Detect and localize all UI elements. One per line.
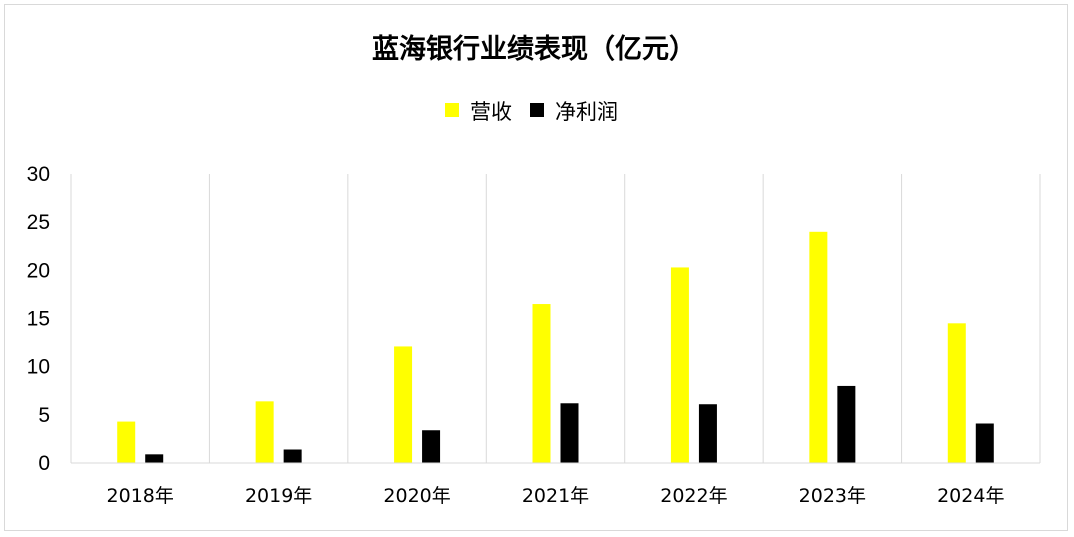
bar-net-profit <box>698 404 717 463</box>
bar-revenue <box>255 401 274 463</box>
x-tick-label: 2022年 <box>660 485 727 507</box>
bar-net-profit <box>560 403 579 463</box>
y-tick-label: 15 <box>27 308 50 331</box>
bar-revenue <box>670 267 689 463</box>
bar-net-profit <box>145 454 164 463</box>
gridlines <box>70 174 1041 463</box>
bars <box>117 231 994 463</box>
legend: 营收 净利润 <box>445 100 618 124</box>
bar-revenue <box>532 304 551 463</box>
bar-net-profit <box>283 449 302 463</box>
y-tick-label: 5 <box>38 404 50 427</box>
y-tick-label: 30 <box>27 163 50 186</box>
x-tick-label: 2021年 <box>522 485 589 507</box>
y-axis: 0 5 10 15 20 25 30 <box>27 163 50 475</box>
chart-title: 蓝海银行业绩表现（亿元） <box>372 33 696 65</box>
legend-swatch-net-profit <box>530 103 544 117</box>
x-tick-label: 2018年 <box>107 485 174 507</box>
legend-label-net-profit: 净利润 <box>555 100 618 124</box>
y-tick-label: 0 <box>38 452 50 475</box>
bar-net-profit <box>422 430 441 463</box>
bar-net-profit <box>975 423 994 463</box>
bar-revenue <box>394 346 413 463</box>
x-axis: 2018年 2019年 2020年 2021年 2022年 2023年 2024年 <box>71 462 1040 507</box>
bar-revenue <box>947 323 966 463</box>
bar-revenue <box>809 231 828 463</box>
y-tick-label: 25 <box>27 211 50 234</box>
x-tick-label: 2024年 <box>937 485 1004 507</box>
legend-swatch-revenue <box>445 103 459 117</box>
y-tick-label: 20 <box>27 259 50 282</box>
x-tick-label: 2023年 <box>799 485 866 507</box>
bar-revenue <box>117 421 136 463</box>
legend-label-revenue: 营收 <box>470 100 512 124</box>
y-tick-label: 10 <box>27 356 50 379</box>
x-tick-label: 2020年 <box>383 485 450 507</box>
x-tick-label: 2019年 <box>245 485 312 507</box>
bar-net-profit <box>837 385 856 463</box>
